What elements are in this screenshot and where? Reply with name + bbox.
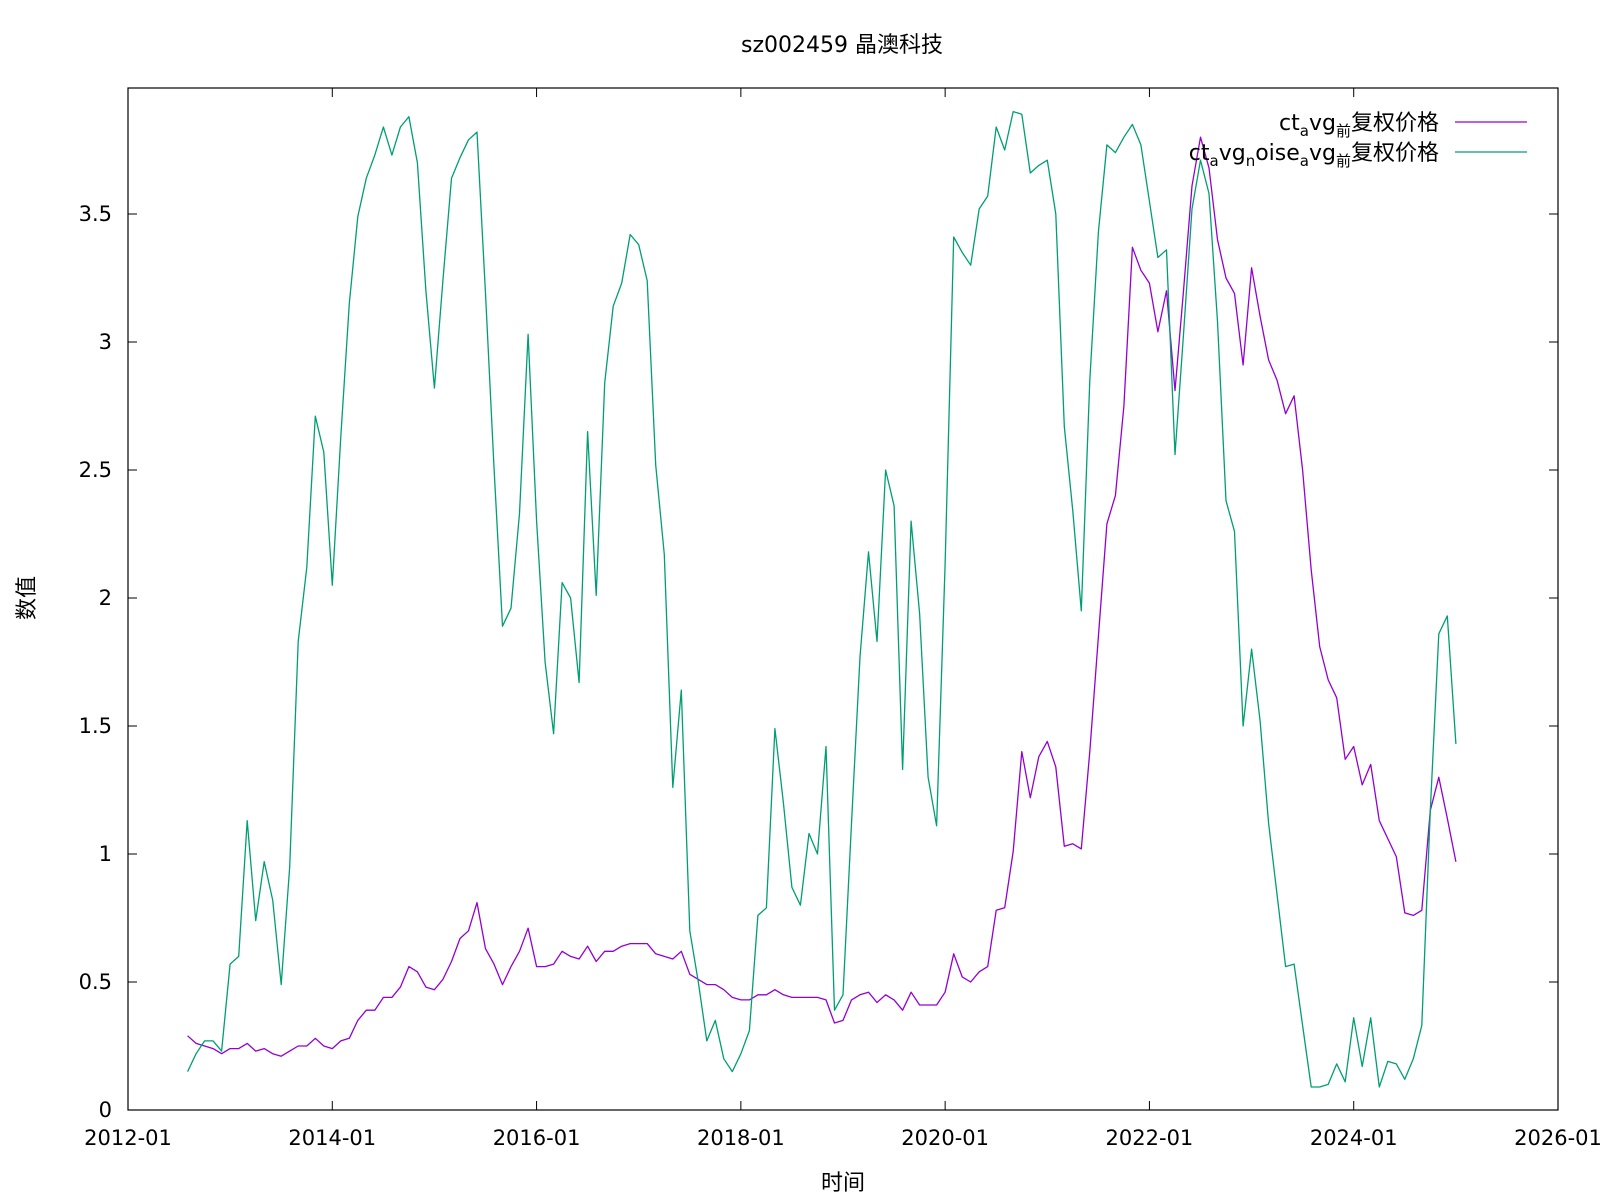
x-tick-label: 2024-01 bbox=[1310, 1126, 1398, 1150]
series-line-1 bbox=[187, 136, 1457, 1057]
x-tick-label: 2026-01 bbox=[1514, 1126, 1600, 1150]
x-tick-label: 2020-01 bbox=[901, 1126, 989, 1150]
x-tick-label: 2014-01 bbox=[288, 1126, 376, 1150]
y-axis-title: 数值 bbox=[15, 576, 40, 620]
x-axis: 2012-01 2014-01 2016-01 2018-01 2020-01 2022-… bbox=[84, 88, 1600, 1150]
x-tick-label: 2018-01 bbox=[697, 1126, 785, 1150]
y-tick-label: 3.5 bbox=[79, 202, 112, 226]
legend-label-1: ctavg前复权价格 bbox=[1279, 111, 1439, 140]
chart-title: sz002459 晶澳科技 bbox=[741, 33, 943, 58]
y-tick-label: 1 bbox=[99, 842, 112, 866]
x-axis-title: 时间 bbox=[821, 1171, 865, 1196]
legend-label-2: ctavgnoiseavg前复权价格 bbox=[1189, 141, 1439, 170]
y-tick-label: 0.5 bbox=[79, 970, 112, 994]
y-tick-label: 1.5 bbox=[79, 714, 112, 738]
y-tick-label: 3 bbox=[99, 330, 112, 354]
series-line-2 bbox=[187, 110, 1457, 1088]
y-tick-label: 2.5 bbox=[79, 458, 112, 482]
x-tick-label: 2016-01 bbox=[493, 1126, 581, 1150]
x-tick-label: 2022-01 bbox=[1106, 1126, 1194, 1150]
y-tick-label: 0 bbox=[99, 1098, 112, 1122]
y-tick-label: 2 bbox=[99, 586, 112, 610]
plot-area bbox=[187, 110, 1457, 1088]
y-axis: 0 0.5 1 1.5 2 2.5 3 3.5 bbox=[79, 202, 1558, 1122]
plot-frame bbox=[127, 87, 1559, 1111]
x-tick-label: 2012-01 bbox=[84, 1126, 172, 1150]
